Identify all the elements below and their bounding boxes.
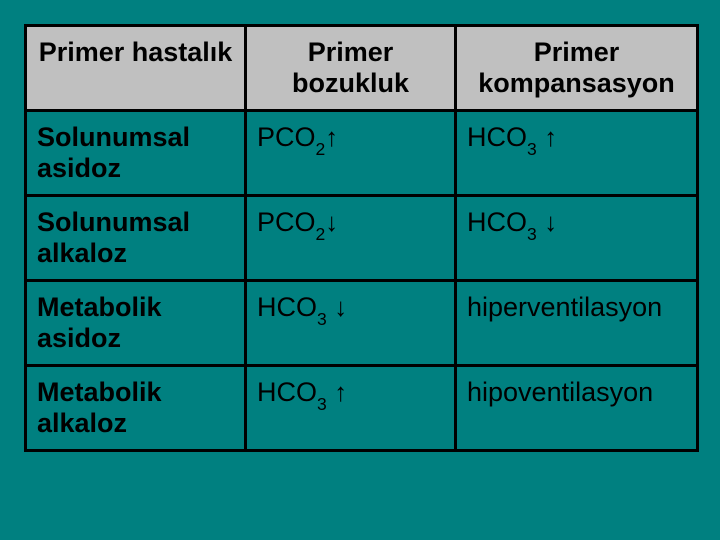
- arrow-icon: ↓: [334, 294, 347, 322]
- arrow-icon: ↓: [544, 209, 557, 237]
- arrow-icon: ↑: [544, 124, 557, 152]
- chem-sub: 2: [316, 139, 326, 159]
- chem-base: HCO: [467, 122, 527, 152]
- comp-text: hiperventilasyon: [467, 292, 662, 322]
- chem-base: HCO: [257, 292, 317, 322]
- col-header-disease: Primer hastalık: [26, 26, 246, 111]
- cell-disorder: HCO3 ↑: [246, 366, 456, 451]
- cell-compensation: HCO3 ↓: [456, 196, 698, 281]
- cell-compensation: hiperventilasyon: [456, 281, 698, 366]
- comp-text: hipoventilasyon: [467, 377, 653, 407]
- arrow-icon: ↑: [334, 379, 347, 407]
- table-container: Primer hastalık Primer bozukluk Primer k…: [0, 0, 720, 476]
- cell-disorder: PCO2↓: [246, 196, 456, 281]
- cell-compensation: hipoventilasyon: [456, 366, 698, 451]
- chem-sub: 3: [317, 394, 327, 414]
- chem-base: HCO: [257, 377, 317, 407]
- chem-base: HCO: [467, 207, 527, 237]
- acid-base-table: Primer hastalık Primer bozukluk Primer k…: [24, 24, 699, 452]
- chem-sub: 3: [527, 139, 537, 159]
- cell-compensation: HCO3 ↑: [456, 111, 698, 196]
- table-row: Solunumsal alkaloz PCO2↓ HCO3 ↓: [26, 196, 698, 281]
- arrow-icon: ↑: [325, 124, 338, 152]
- cell-disease: Metabolik asidoz: [26, 281, 246, 366]
- chem-base: PCO: [257, 207, 316, 237]
- chem-base: PCO: [257, 122, 316, 152]
- chem-sub: 3: [317, 309, 327, 329]
- table-row: Solunumsal asidoz PCO2↑ HCO3 ↑: [26, 111, 698, 196]
- cell-disease: Solunumsal asidoz: [26, 111, 246, 196]
- table-row: Metabolik alkaloz HCO3 ↑ hipoventilasyon: [26, 366, 698, 451]
- col-header-disorder: Primer bozukluk: [246, 26, 456, 111]
- col-header-compensation: Primer kompansasyon: [456, 26, 698, 111]
- table-row: Metabolik asidoz HCO3 ↓ hiperventilasyon: [26, 281, 698, 366]
- cell-disease: Metabolik alkaloz: [26, 366, 246, 451]
- header-row: Primer hastalık Primer bozukluk Primer k…: [26, 26, 698, 111]
- arrow-icon: ↓: [325, 209, 338, 237]
- chem-sub: 3: [527, 224, 537, 244]
- cell-disorder: HCO3 ↓: [246, 281, 456, 366]
- chem-sub: 2: [316, 224, 326, 244]
- cell-disease: Solunumsal alkaloz: [26, 196, 246, 281]
- cell-disorder: PCO2↑: [246, 111, 456, 196]
